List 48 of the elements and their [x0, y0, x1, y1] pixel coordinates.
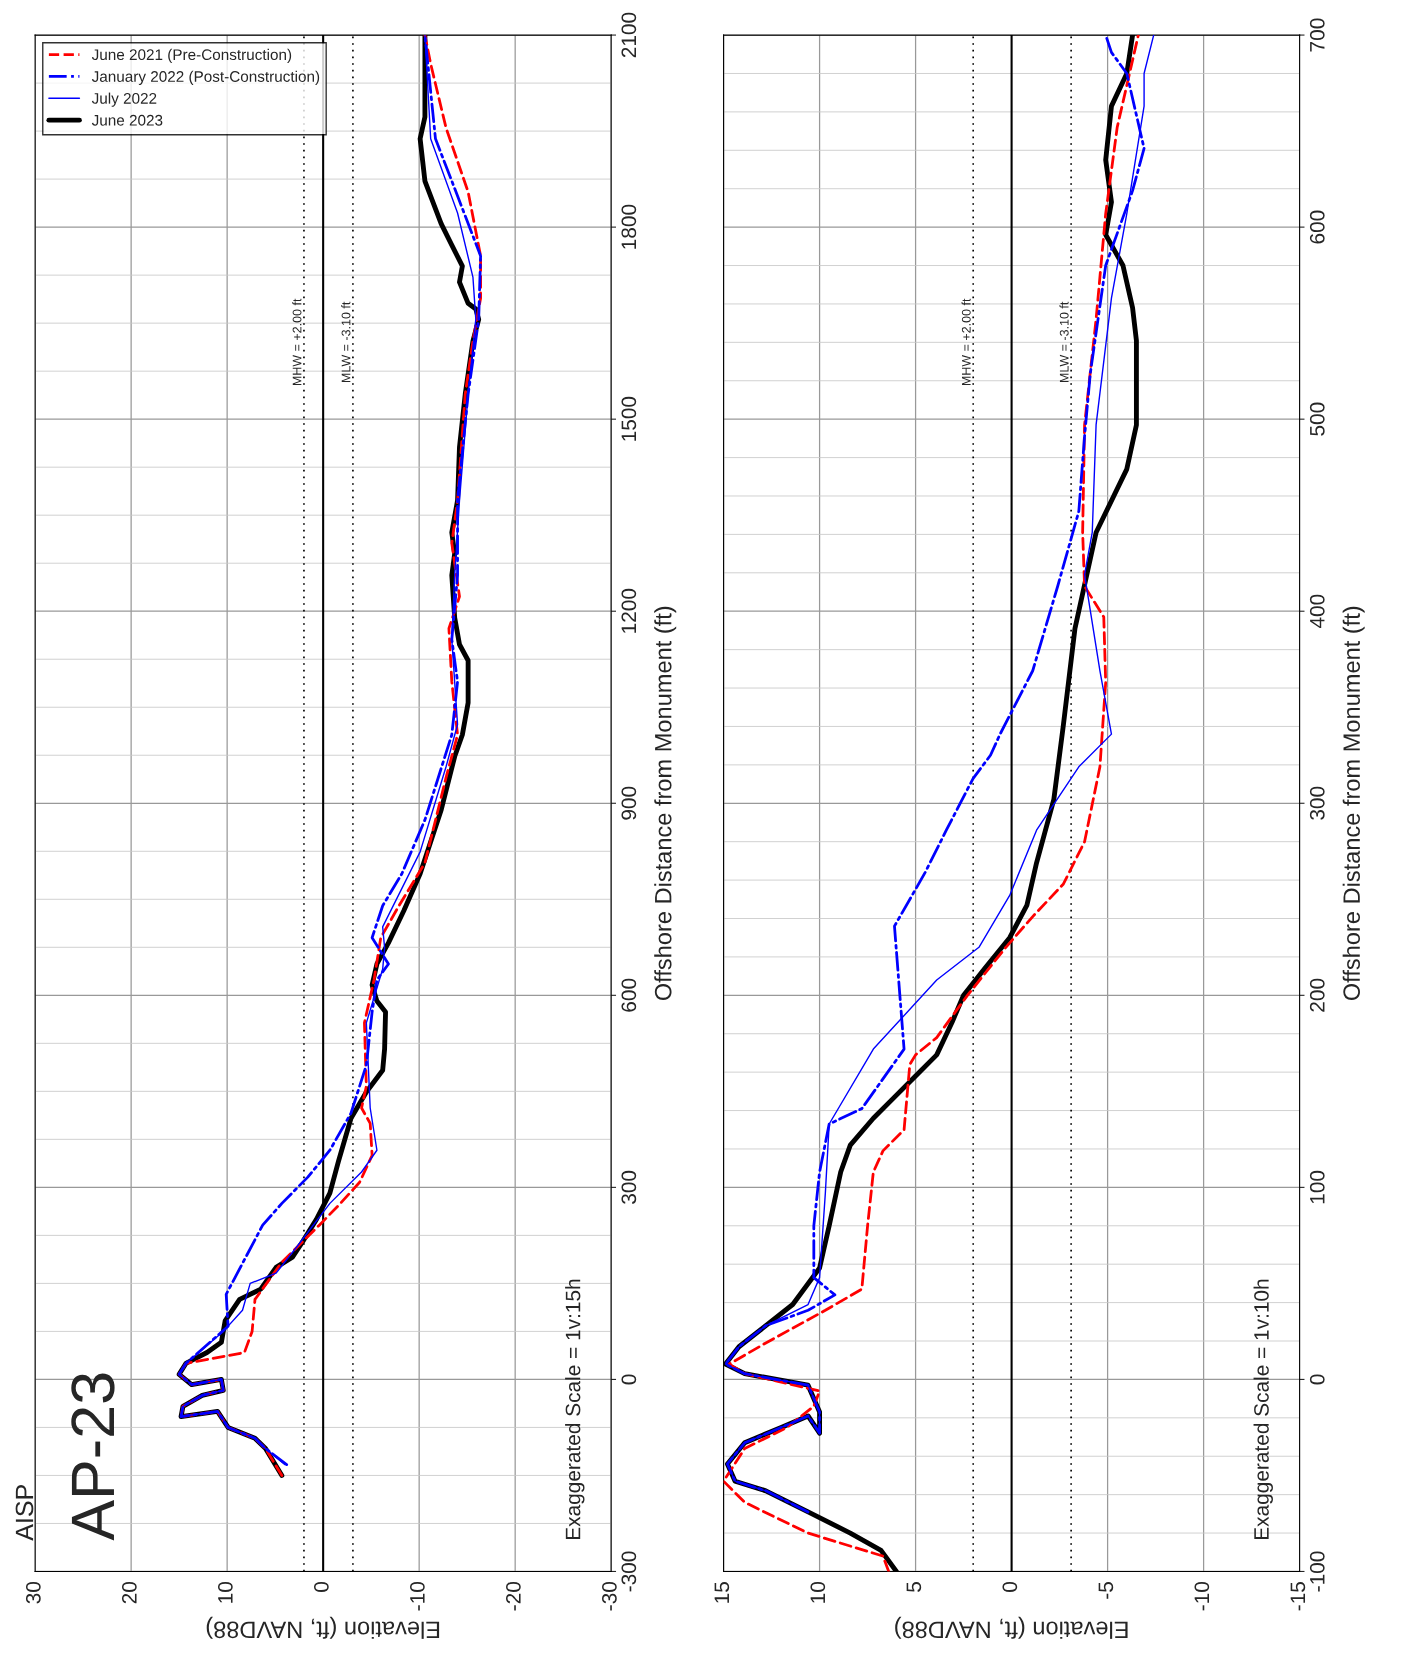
y-tick-label: 300: [1309, 786, 1325, 820]
x-tick-label: -10: [1194, 1582, 1210, 1611]
legend-label: January 2022 (Post-Construction): [91, 70, 320, 85]
y-tick-label: 700: [1309, 18, 1325, 52]
x-tick-label: -20: [506, 1582, 521, 1611]
x-tick-label: 20: [121, 1582, 137, 1604]
y-tick-label: -300: [621, 1551, 637, 1592]
y-tick-label: 200: [1309, 978, 1325, 1012]
y-tick-label: 600: [621, 978, 637, 1012]
ref-line-label: MLW = -3.10 ft: [341, 301, 351, 383]
y-axis-title: Offshore Distance from Monument (ft): [654, 606, 677, 1001]
x-tick-label: 0: [313, 1582, 329, 1592]
y-tick-label: 1800: [621, 204, 637, 249]
y-tick-label: 600: [1309, 210, 1325, 244]
y-tick-label: 0: [1309, 1374, 1325, 1385]
annotation: Exaggerated Scale = 1v:10h: [1253, 1279, 1273, 1540]
x-tick-label: 30: [25, 1582, 41, 1604]
x-tick-label: -30: [602, 1582, 617, 1611]
y-tick-label: 0: [621, 1374, 637, 1385]
legend-label: July 2022: [91, 92, 157, 107]
y-tick-label: -100: [1309, 1551, 1325, 1592]
x-tick-label: -5: [1098, 1582, 1114, 1599]
x-axis-title: Elevation (ft, NAVD88): [206, 1616, 440, 1639]
annotation: Exaggerated Scale = 1v:15h: [565, 1279, 585, 1540]
y-tick-label: 1200: [621, 588, 637, 633]
x-tick-label: 10: [217, 1582, 233, 1603]
ref-line-label: MLW = -3.10 ft: [1059, 301, 1069, 383]
y-tick-label: 100: [1309, 1170, 1325, 1204]
x-tick-label: -10: [410, 1582, 425, 1611]
y-tick-label: 500: [1309, 402, 1325, 436]
y-tick-label: 400: [1309, 594, 1325, 629]
ref-line-label: MHW = +2.00 ft: [292, 298, 302, 386]
y-tick-label: 900: [621, 786, 637, 820]
text: AISP: [15, 1485, 34, 1541]
x-tick-label: -15: [1290, 1582, 1306, 1611]
x-tick-label: 0: [1002, 1582, 1018, 1592]
x-axis-title: Elevation (ft, NAVD88): [895, 1616, 1128, 1639]
legend-label: June 2023: [91, 114, 163, 126]
y-tick-label: 300: [621, 1170, 637, 1204]
ref-line-label: MHW = +2.00 ft: [961, 298, 971, 386]
y-tick-label: 1500: [621, 396, 637, 441]
x-tick-label: 10: [810, 1582, 826, 1603]
y-axis-title: Offshore Distance from Monument (ft): [1342, 606, 1365, 1001]
y-tick-label: 2100: [621, 12, 637, 58]
legend-label: June 2021 (Pre-Construction): [91, 48, 292, 64]
annotation: AP-23: [71, 1373, 115, 1541]
x-tick-label: 15: [714, 1582, 730, 1603]
x-tick-label: 5: [906, 1582, 922, 1592]
